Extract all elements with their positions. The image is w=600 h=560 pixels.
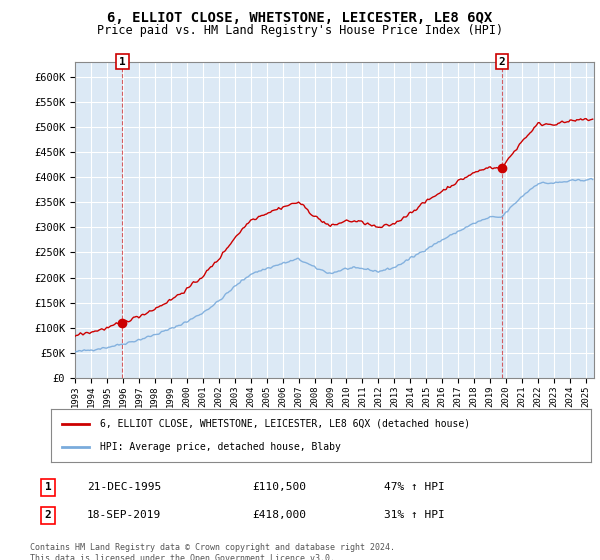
Text: 18-SEP-2019: 18-SEP-2019 [87, 510, 161, 520]
Text: 31% ↑ HPI: 31% ↑ HPI [384, 510, 445, 520]
Text: £418,000: £418,000 [252, 510, 306, 520]
Text: 2: 2 [499, 57, 505, 67]
Text: 47% ↑ HPI: 47% ↑ HPI [384, 482, 445, 492]
Text: 2: 2 [44, 510, 52, 520]
Text: 6, ELLIOT CLOSE, WHETSTONE, LEICESTER, LE8 6QX (detached house): 6, ELLIOT CLOSE, WHETSTONE, LEICESTER, L… [100, 419, 470, 429]
Text: 21-DEC-1995: 21-DEC-1995 [87, 482, 161, 492]
Text: Price paid vs. HM Land Registry's House Price Index (HPI): Price paid vs. HM Land Registry's House … [97, 24, 503, 36]
Text: 6, ELLIOT CLOSE, WHETSTONE, LEICESTER, LE8 6QX: 6, ELLIOT CLOSE, WHETSTONE, LEICESTER, L… [107, 11, 493, 25]
Text: Contains HM Land Registry data © Crown copyright and database right 2024.
This d: Contains HM Land Registry data © Crown c… [30, 543, 395, 560]
Text: 1: 1 [119, 57, 126, 67]
Text: 1: 1 [44, 482, 52, 492]
Text: £110,500: £110,500 [252, 482, 306, 492]
Text: HPI: Average price, detached house, Blaby: HPI: Average price, detached house, Blab… [100, 442, 340, 452]
